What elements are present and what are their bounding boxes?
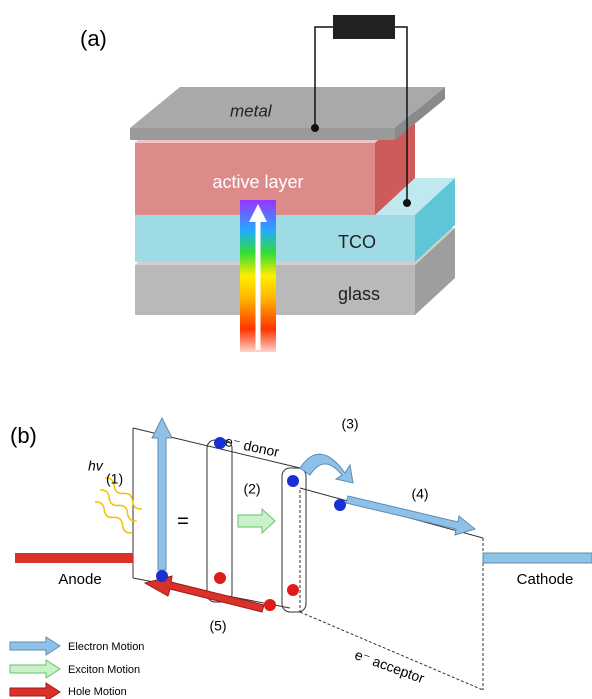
step-label: (4) (411, 486, 428, 502)
layer-label: active layer (212, 172, 303, 192)
step-label: (5) (209, 618, 226, 634)
electron-arrow (152, 418, 172, 570)
contact (311, 124, 319, 132)
contact (403, 199, 411, 207)
panel-label: (b) (10, 423, 37, 448)
electrode-label: Cathode (517, 571, 574, 588)
step-label: (3) (341, 416, 358, 432)
legend-label: Hole Motion (68, 686, 127, 698)
layer-label: TCO (338, 232, 376, 252)
resistor (333, 15, 395, 39)
legend-label: Electron Motion (68, 641, 144, 653)
layer-label: glass (338, 284, 380, 304)
metal-layer (130, 87, 445, 140)
anode-bar (15, 553, 133, 563)
equals: = (177, 510, 189, 532)
acceptor-label: e⁻ acceptor (353, 646, 427, 686)
legend-label: Exciton Motion (68, 664, 140, 676)
page: {"panel_a": {"label": "(a)", "layers": {… (0, 0, 592, 699)
step-label: (1) (106, 471, 123, 487)
panel-label: (a) (80, 26, 107, 51)
exciton-arrow (238, 509, 275, 533)
diagram: (a) metal active layer TCO glass (b) Ano… (0, 0, 592, 699)
transfer-arrow (300, 454, 353, 483)
layer-label: metal (230, 101, 273, 120)
photon-label: hv (88, 458, 104, 474)
cathode-bar (483, 553, 592, 563)
electron-arrow (346, 496, 475, 535)
legend (10, 637, 60, 699)
step-label: (2) (243, 481, 260, 497)
electrode-label: Anode (58, 571, 101, 588)
